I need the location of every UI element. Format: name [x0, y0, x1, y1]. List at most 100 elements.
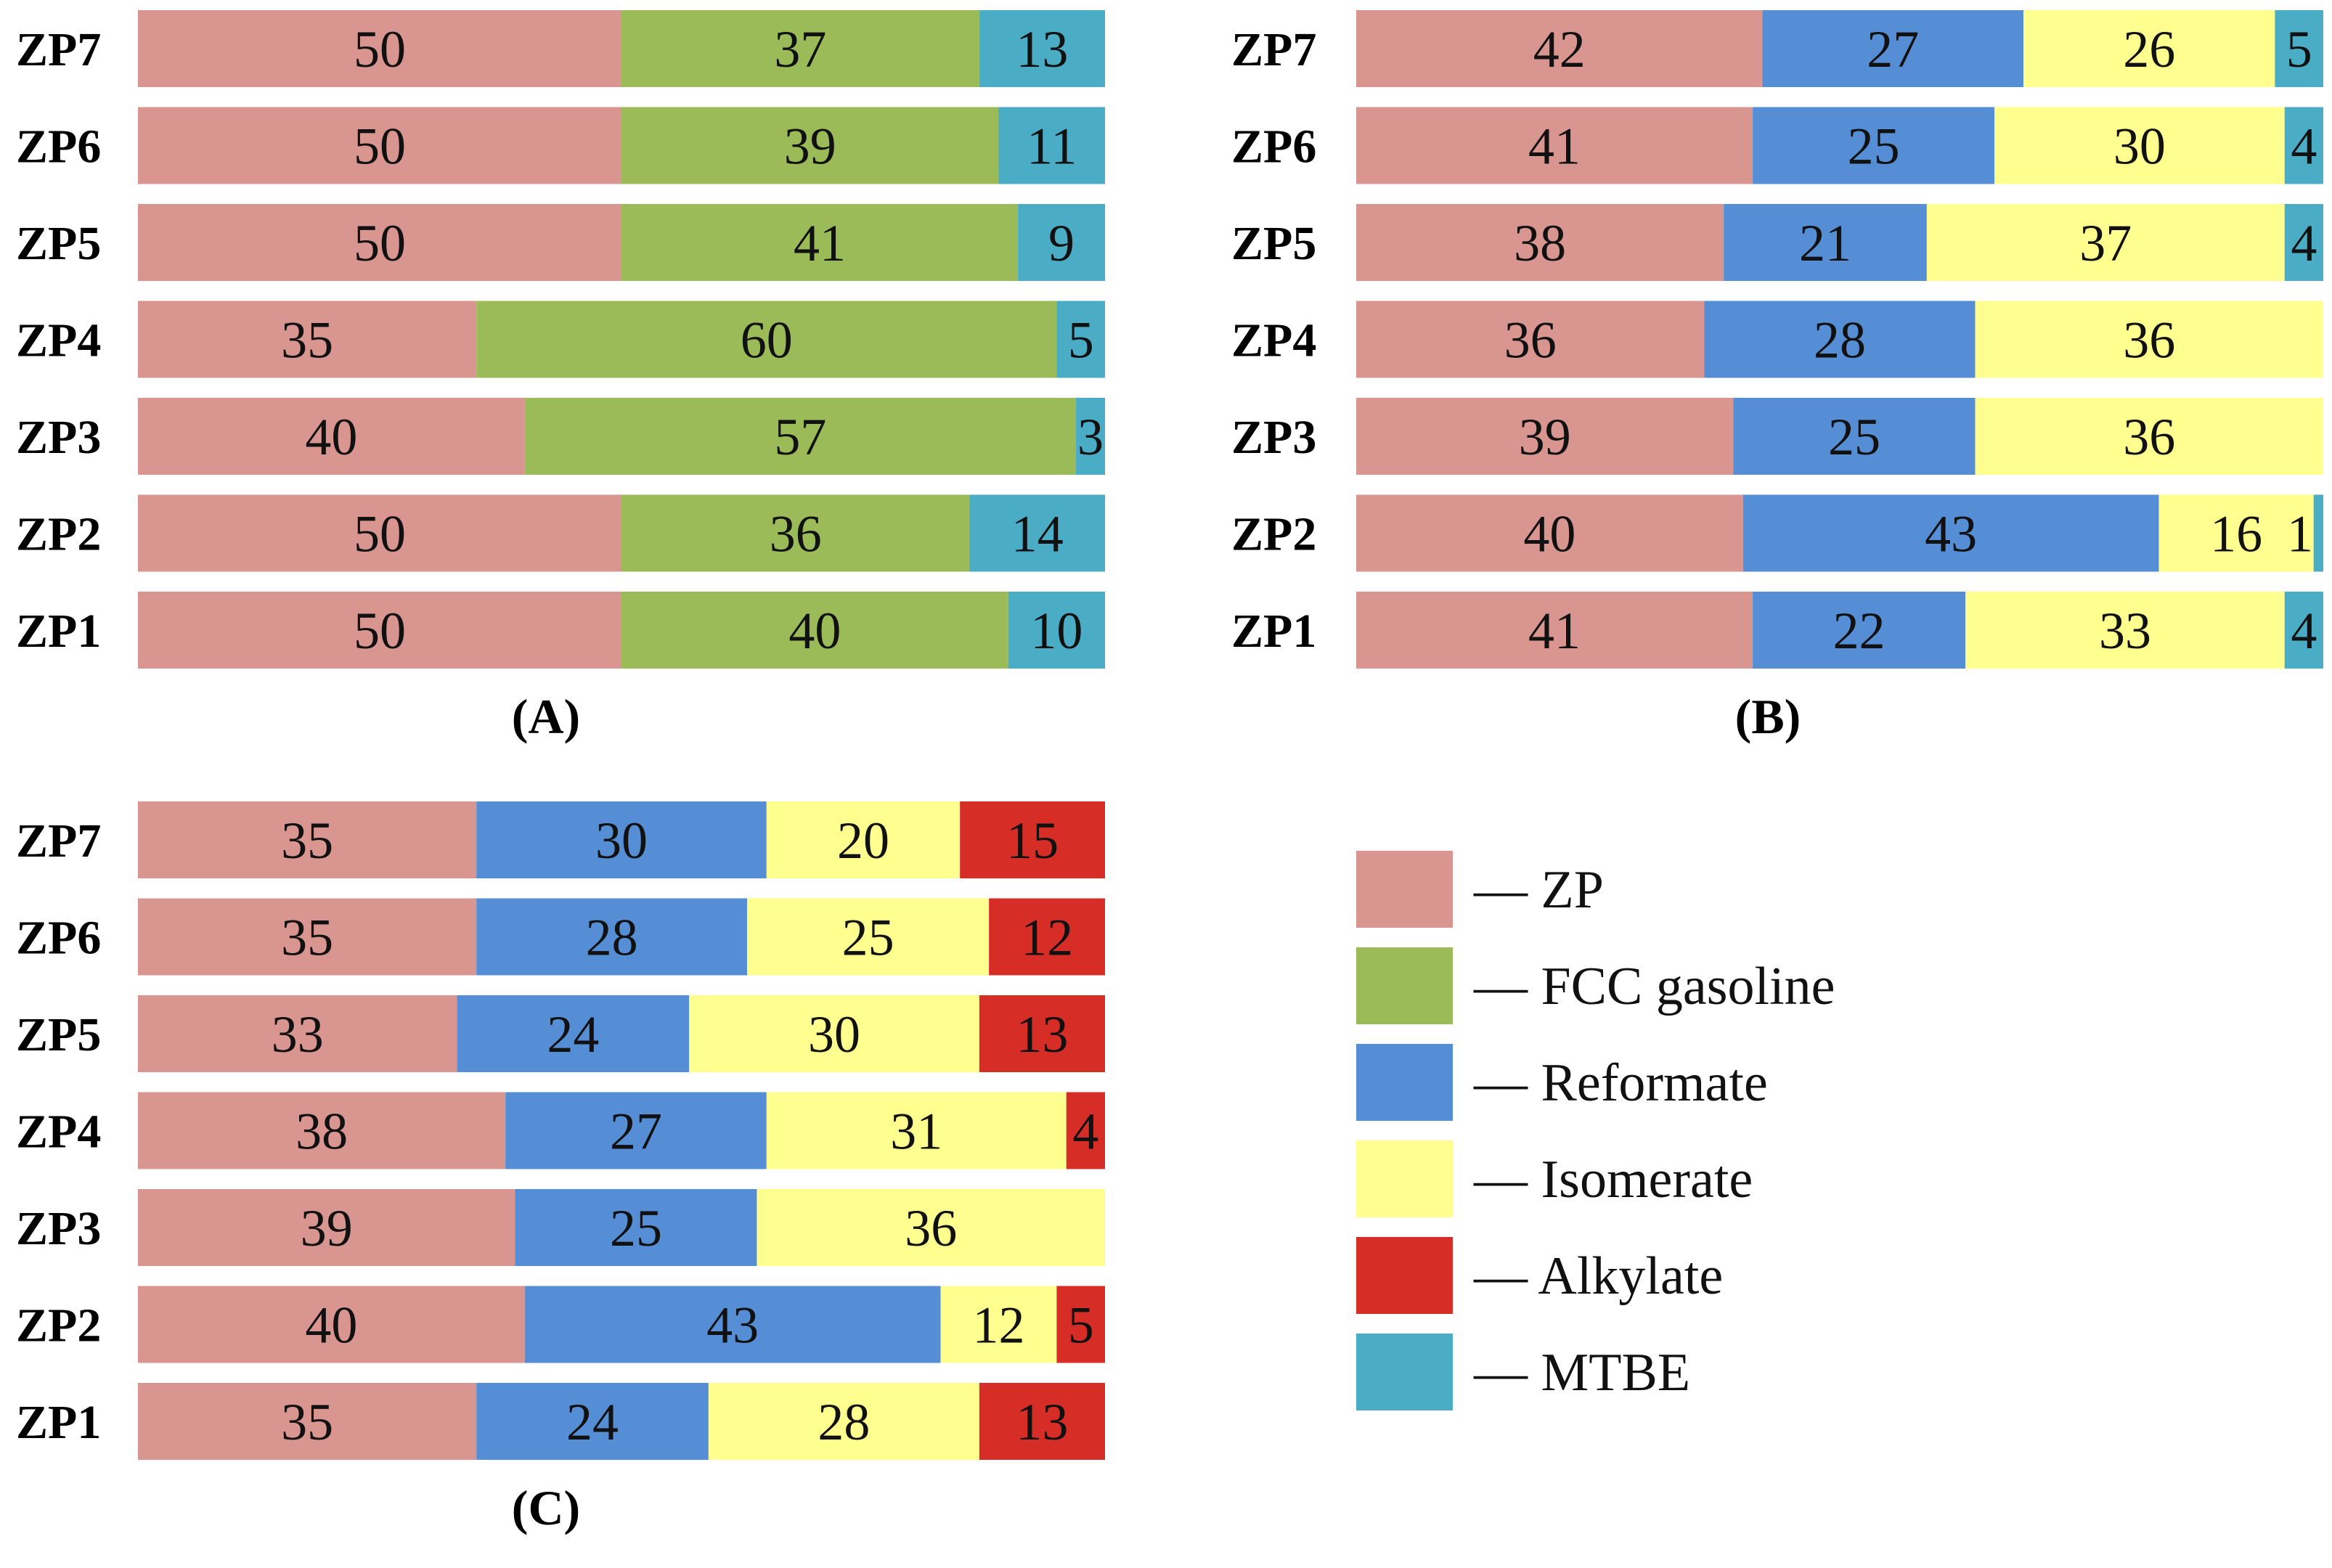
- bar-a-zp1-zp: [138, 592, 621, 669]
- bar-b-zp1-zp: [1356, 592, 1753, 669]
- bar-c-zp5-zp: [138, 995, 457, 1072]
- row-label-zp7: ZP7: [16, 814, 101, 867]
- value-label-a-zp6-mtbe: 11: [1027, 118, 1077, 176]
- value-label-c-zp2-alkylate: 5: [1068, 1297, 1094, 1355]
- bar-c-zp5-isomerate: [689, 995, 979, 1072]
- value-label-a-zp5-mtbe: 9: [1048, 214, 1075, 272]
- panel-c-chart: ZP7 35 30 20 15 ZP6 35 28 25 12 ZP5 33 24 30 13 ZP4 38 27…: [16, 801, 1105, 1535]
- value-label-b-zp3-zp: 39: [1519, 408, 1571, 466]
- row-label-zp5: ZP5: [16, 1008, 101, 1061]
- value-label-c-zp5-alkylate: 13: [1016, 1005, 1068, 1063]
- bar-c-zp3-zp: [138, 1189, 515, 1266]
- legend-swatch-reformate: [1356, 1044, 1453, 1121]
- legend-swatch-isomerate: [1356, 1140, 1453, 1217]
- legend-swatch-alkylate: [1356, 1237, 1453, 1314]
- row-label-zp4: ZP4: [16, 1106, 101, 1159]
- bar-a-zp3-mtbe: [1076, 398, 1105, 475]
- bar-c-zp4-reformate: [505, 1092, 767, 1169]
- value-label-b-zp2-isomerate: 16: [2210, 505, 2262, 563]
- bar-a-zp5-mtbe: [1018, 204, 1105, 281]
- value-label-c-zp7-isomerate: 20: [837, 812, 889, 870]
- legend-swatch-zp: [1356, 851, 1453, 928]
- bar-b-zp1-isomerate: [1965, 592, 2285, 669]
- bar-c-zp1-alkylate: [979, 1383, 1105, 1460]
- value-label-a-zp4-fcc-gasoline: 60: [741, 311, 793, 369]
- row-label-zp3: ZP3: [16, 1202, 101, 1255]
- bar-b-zp4-reformate: [1704, 301, 1976, 378]
- row-label-zp3: ZP3: [1231, 411, 1316, 464]
- row-label-zp5: ZP5: [1231, 217, 1316, 270]
- bar-b-zp6-reformate: [1753, 107, 1995, 184]
- value-label-c-zp1-zp: 35: [281, 1393, 333, 1451]
- value-label-c-zp6-reformate: 28: [586, 909, 638, 967]
- bar-c-zp7-isomerate: [766, 801, 961, 878]
- value-label-b-zp1-reformate: 22: [1833, 602, 1885, 660]
- value-label-c-zp5-isomerate: 30: [808, 1005, 860, 1063]
- bar-b-zp7-mtbe: [2275, 10, 2323, 87]
- bar-c-zp1-zp: [138, 1383, 477, 1460]
- bar-c-zp5-reformate: [457, 995, 690, 1072]
- value-label-a-zp1-fcc-gasoline: 40: [788, 602, 841, 660]
- value-label-c-zp5-zp: 33: [272, 1005, 324, 1063]
- value-label-a-zp5-zp: 50: [354, 214, 406, 272]
- bar-a-zp5-zp: [138, 204, 621, 281]
- legend: — ZP — FCC gasoline — Reformate — Isomerate…: [1356, 851, 1835, 1410]
- value-label-b-zp1-mtbe: 4: [2291, 602, 2317, 660]
- bar-c-zp1-reformate: [476, 1383, 709, 1460]
- bar-c-zp6-zp: [138, 898, 477, 976]
- row-label-zp1: ZP1: [1231, 605, 1316, 658]
- bar-a-zp1-mtbe: [1008, 592, 1105, 669]
- bar-b-zp6-mtbe: [2284, 107, 2323, 184]
- bar-b-zp5-zp: [1356, 204, 1724, 281]
- value-label-a-zp6-zp: 50: [354, 118, 406, 176]
- legend-swatch-fcc-gasoline: [1356, 947, 1453, 1024]
- bar-a-zp4-zp: [138, 301, 477, 378]
- bar-c-zp2-reformate: [524, 1286, 941, 1363]
- legend-label-isomerate: — Isomerate: [1473, 1150, 1753, 1209]
- value-label-b-zp4-zp: 36: [1504, 311, 1557, 369]
- bar-c-zp3-isomerate: [757, 1189, 1105, 1266]
- bar-a-zp7-fcc-gasoline: [621, 10, 979, 87]
- value-label-a-zp2-zp: 50: [354, 505, 406, 563]
- bar-a-zp3-fcc-gasoline: [524, 398, 1077, 475]
- value-label-c-zp1-reformate: 24: [566, 1393, 619, 1451]
- bar-b-zp6-zp: [1356, 107, 1753, 184]
- value-label-a-zp7-mtbe: 13: [1016, 20, 1068, 78]
- row-label-zp6: ZP6: [16, 912, 101, 965]
- bar-c-zp2-isomerate: [940, 1286, 1057, 1363]
- value-label-c-zp6-isomerate: 25: [842, 909, 894, 967]
- bar-a-zp4-mtbe: [1056, 301, 1105, 378]
- value-label-c-zp6-alkylate: 12: [1021, 909, 1073, 967]
- bar-b-zp5-reformate: [1724, 204, 1927, 281]
- row-label-zp2: ZP2: [16, 508, 101, 561]
- panel-title-b: (B): [1735, 689, 1801, 744]
- row-label-zp2: ZP2: [1231, 508, 1316, 561]
- value-label-b-zp2-mtbe: 1: [2287, 505, 2313, 563]
- row-label-zp4: ZP4: [16, 314, 101, 367]
- value-label-b-zp5-zp: 38: [1514, 214, 1566, 272]
- value-label-b-zp6-isomerate: 30: [2113, 118, 2166, 176]
- bar-c-zp7-reformate: [476, 801, 767, 878]
- value-label-c-zp4-zp: 38: [295, 1103, 348, 1161]
- bar-a-zp2-fcc-gasoline: [621, 494, 970, 572]
- bar-c-zp4-zp: [138, 1092, 506, 1169]
- value-label-b-zp5-reformate: 21: [1799, 214, 1851, 272]
- value-label-b-zp7-zp: 42: [1533, 20, 1586, 78]
- bar-b-zp4-zp: [1356, 301, 1705, 378]
- row-label-zp5: ZP5: [16, 217, 101, 270]
- value-label-a-zp3-mtbe: 3: [1077, 408, 1104, 466]
- value-label-c-zp1-alkylate: 13: [1016, 1393, 1068, 1451]
- value-label-a-zp5-fcc-gasoline: 41: [794, 214, 846, 272]
- panel-title-a: (A): [512, 689, 580, 744]
- value-label-c-zp1-isomerate: 28: [818, 1393, 870, 1451]
- legend-label-fcc-gasoline: — FCC gasoline: [1473, 957, 1835, 1016]
- legend-label-reformate: — Reformate: [1473, 1053, 1768, 1113]
- bar-c-zp3-reformate: [515, 1189, 757, 1266]
- value-label-b-zp6-reformate: 25: [1848, 118, 1900, 176]
- bar-b-zp5-isomerate: [1926, 204, 2285, 281]
- bar-a-zp6-fcc-gasoline: [621, 107, 999, 184]
- bar-a-zp7-mtbe: [979, 10, 1105, 87]
- row-label-zp7: ZP7: [16, 23, 101, 76]
